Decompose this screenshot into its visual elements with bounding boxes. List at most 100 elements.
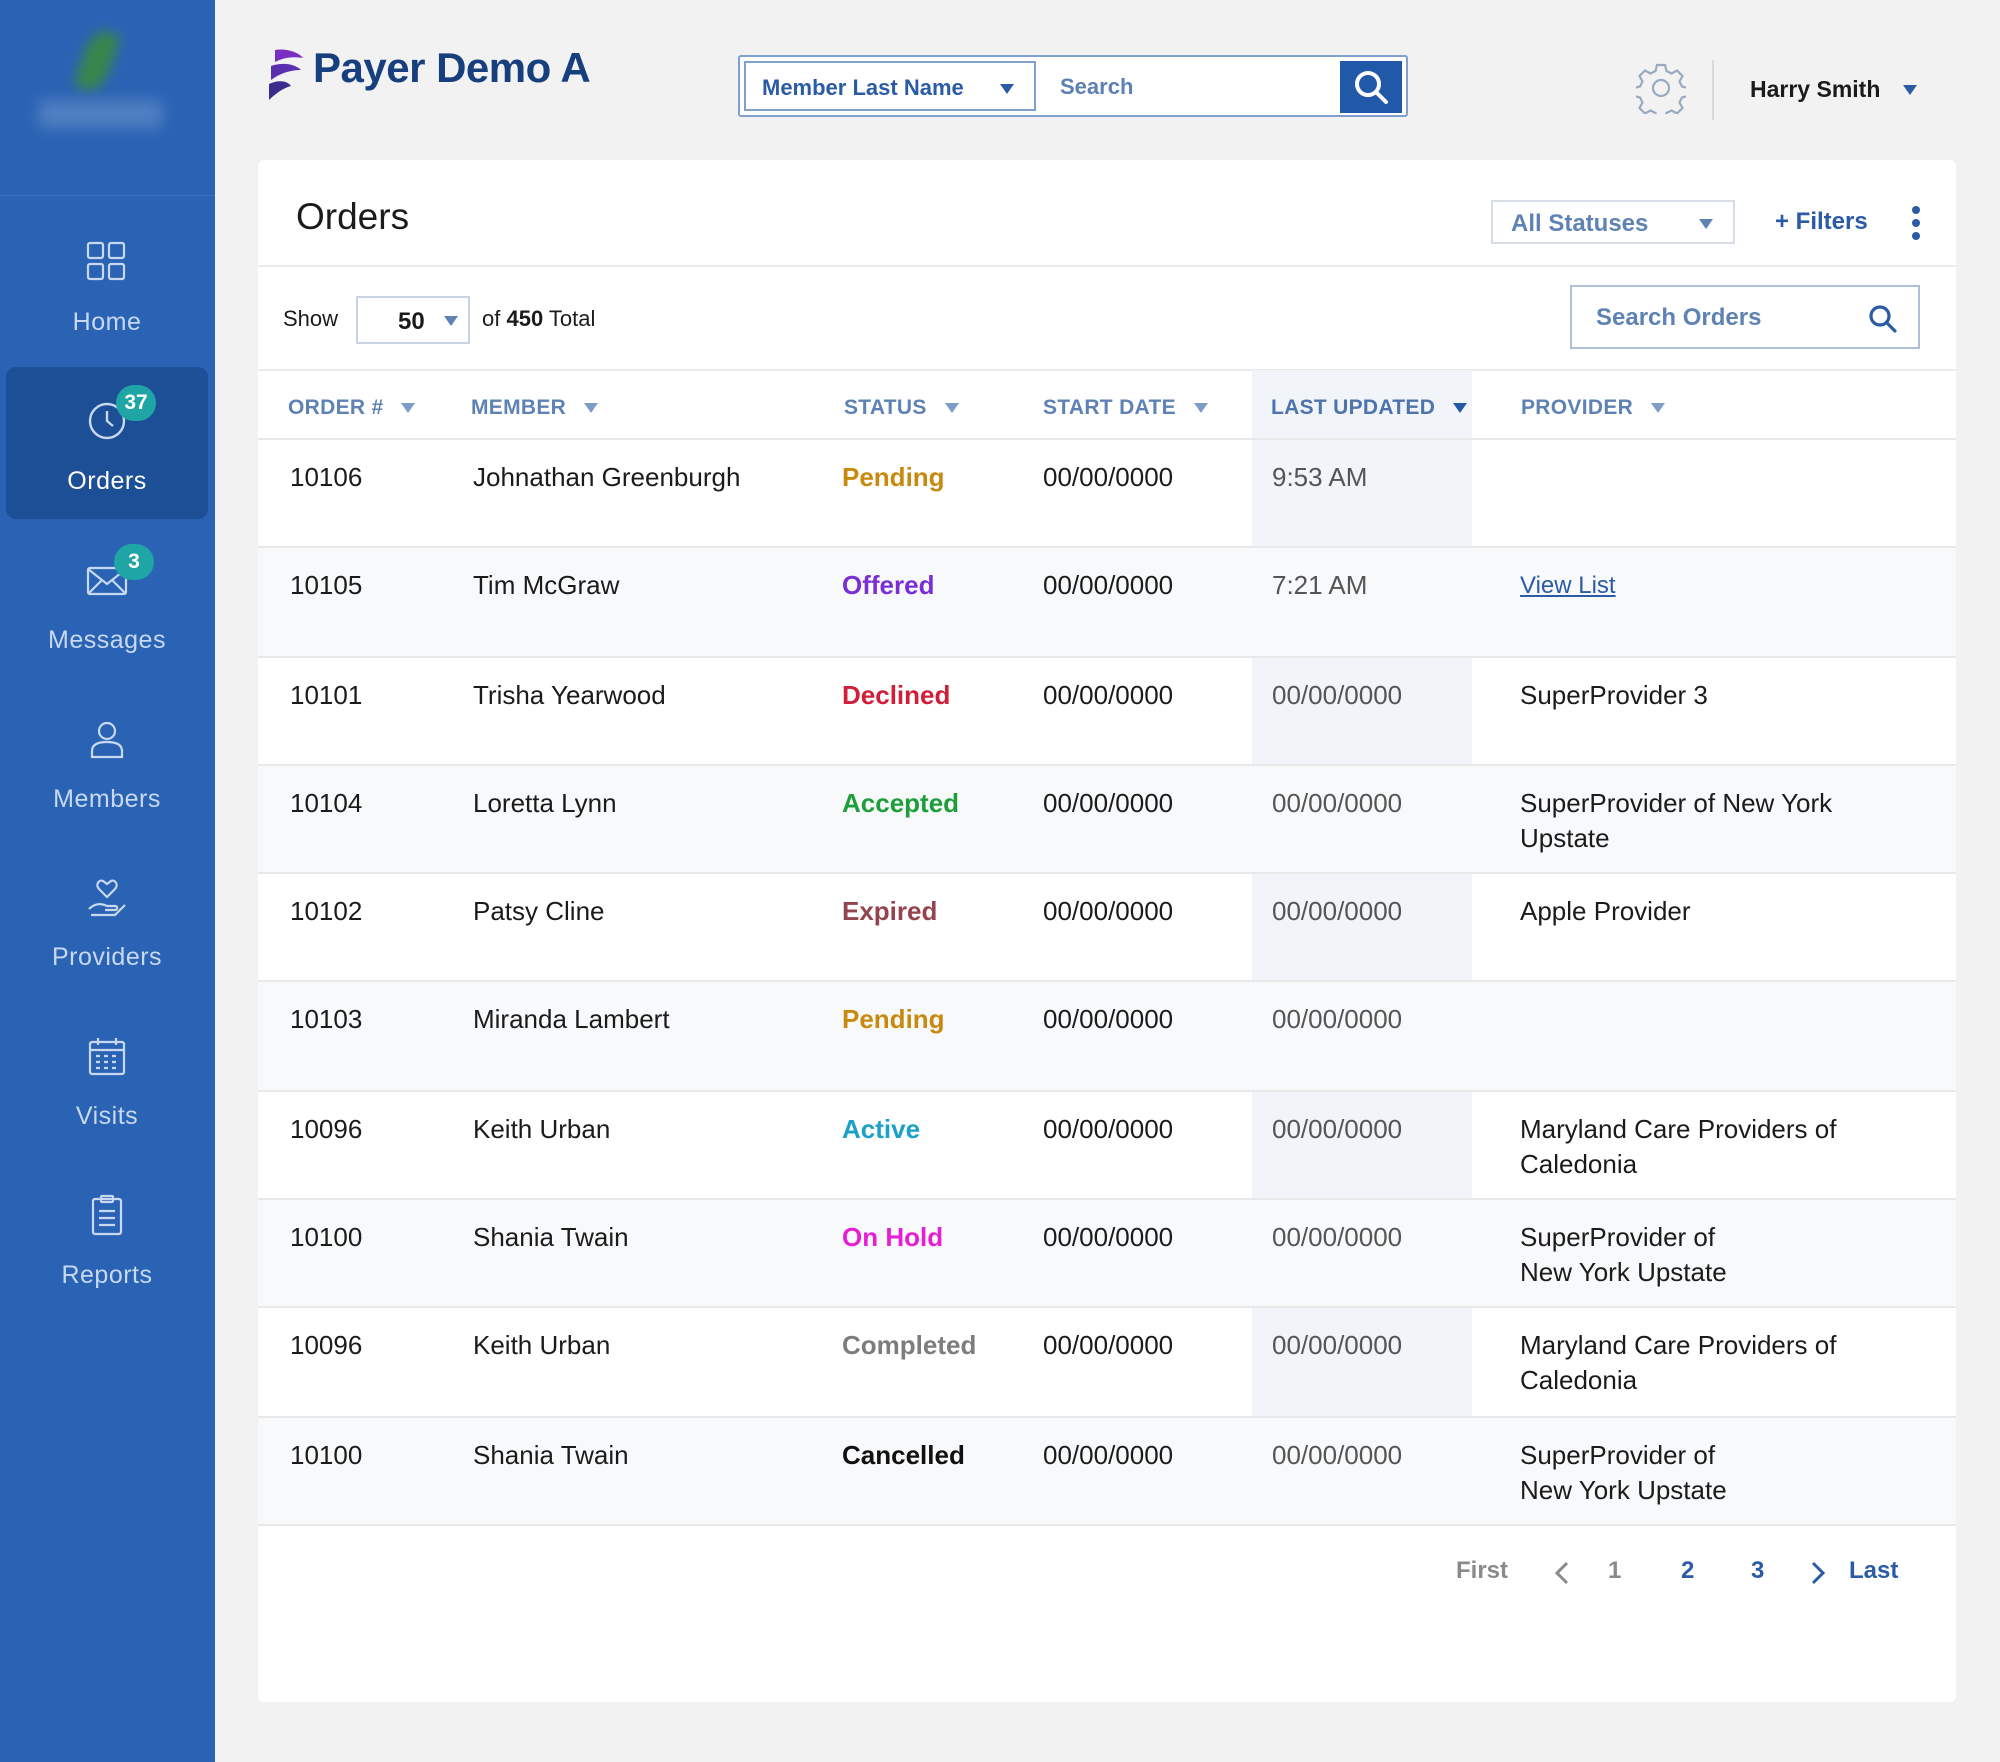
column-header-status[interactable]: STATUS bbox=[844, 396, 959, 420]
sidebar-item-messages[interactable]: 3 Messages bbox=[6, 526, 208, 678]
sort-caret-icon[interactable] bbox=[1651, 403, 1666, 414]
sort-caret-icon[interactable] bbox=[944, 403, 959, 414]
cell-member: Keith Urban bbox=[473, 1330, 611, 1360]
table-row[interactable]: 10100 Shania Twain Cancelled 00/00/0000 00/0… bbox=[258, 1418, 1956, 1526]
column-header-start-date[interactable]: START DATE bbox=[1043, 396, 1208, 420]
cell-last-updated: 00/00/0000 bbox=[1272, 788, 1403, 818]
sort-caret-icon[interactable] bbox=[584, 403, 599, 414]
table-row[interactable]: 10101 Trisha Yearwood Declined 00/00/0000 00… bbox=[258, 658, 1956, 766]
orders-search-input[interactable] bbox=[1572, 287, 1878, 349]
total-number: 450 bbox=[506, 306, 544, 331]
sidebar-item-reports[interactable]: Reports bbox=[6, 1161, 208, 1313]
column-header-provider[interactable]: PROVIDER bbox=[1521, 396, 1666, 420]
cell-start-date: 00/00/0000 bbox=[1043, 1440, 1174, 1470]
caret-down-icon bbox=[1000, 84, 1014, 94]
cell-provider: SuperProvider 3 bbox=[1520, 680, 1708, 710]
sort-caret-icon[interactable] bbox=[401, 403, 416, 414]
global-search-input[interactable] bbox=[1040, 61, 1392, 113]
search-field-label: Member Last Name bbox=[762, 75, 964, 100]
user-menu-caret-icon[interactable] bbox=[1903, 85, 1917, 95]
search-icon[interactable] bbox=[1868, 304, 1898, 334]
sort-caret-icon[interactable] bbox=[1193, 403, 1208, 414]
cell-order-number: 10104 bbox=[290, 788, 363, 818]
column-header-label: MEMBER bbox=[471, 396, 567, 419]
column-header-member[interactable]: MEMBER bbox=[471, 396, 599, 420]
cell-last-updated: 00/00/0000 bbox=[1272, 896, 1403, 926]
user-menu-name[interactable]: Harry Smith bbox=[1750, 76, 1881, 102]
cell-order-number: 10100 bbox=[290, 1222, 363, 1252]
cell-provider: SuperProvider of New York Upstate bbox=[1520, 788, 1833, 853]
cell-start-date: 00/00/0000 bbox=[1043, 1330, 1174, 1360]
sidebar-item-label: Messages bbox=[48, 626, 166, 654]
logo-leaf-icon bbox=[73, 26, 121, 96]
table-row[interactable]: 10102 Patsy Cline Expired 00/00/0000 00/00/0… bbox=[258, 874, 1956, 982]
clipboard-icon bbox=[91, 1194, 123, 1236]
gear-icon[interactable] bbox=[1636, 62, 1686, 114]
table-row[interactable]: 10096 Keith Urban Completed 00/00/0000 00/00… bbox=[258, 1308, 1956, 1418]
cell-member: Tim McGraw bbox=[473, 570, 620, 600]
cell-member: Loretta Lynn bbox=[473, 788, 617, 818]
cell-status: Offered bbox=[842, 570, 935, 600]
table-row[interactable]: 10106 Johnathan Greenburgh Pending 00/00/00… bbox=[258, 440, 1956, 548]
cell-last-updated: 9:53 AM bbox=[1272, 462, 1368, 492]
table-row[interactable]: 10105 Tim McGraw Offered 00/00/0000 7:21 AM V… bbox=[258, 548, 1956, 658]
cell-member: Patsy Cline bbox=[473, 896, 605, 926]
column-header-label: STATUS bbox=[844, 396, 927, 419]
header-divider bbox=[1712, 60, 1714, 120]
cell-start-date: 00/00/0000 bbox=[1043, 788, 1174, 818]
heart-hand-icon bbox=[88, 879, 126, 917]
cell-start-date: 00/00/0000 bbox=[1043, 1004, 1174, 1034]
sort-caret-icon[interactable] bbox=[1453, 403, 1468, 414]
cell-status: Completed bbox=[842, 1330, 977, 1360]
sidebar-item-providers[interactable]: Providers bbox=[6, 843, 208, 995]
sidebar-item-label: Members bbox=[53, 785, 161, 813]
sidebar-item-visits[interactable]: Visits bbox=[6, 1002, 208, 1154]
cell-provider: Maryland Care Providers of Caledonia bbox=[1520, 1330, 1837, 1395]
cell-order-number: 10096 bbox=[290, 1114, 363, 1144]
sidebar-item-orders[interactable]: 37 Orders bbox=[6, 367, 208, 519]
cell-member: Shania Twain bbox=[473, 1222, 629, 1252]
cell-provider: SuperProvider of New York Upstate bbox=[1520, 1440, 1727, 1505]
cell-last-updated: 00/00/0000 bbox=[1272, 1440, 1403, 1470]
pagination-first[interactable]: First bbox=[1456, 1557, 1509, 1584]
pagination-page-3[interactable]: 3 bbox=[1751, 1557, 1765, 1584]
sidebar-item-members[interactable]: Members bbox=[6, 685, 208, 837]
grid-icon bbox=[86, 241, 126, 281]
sidebar-item-label: Home bbox=[72, 308, 142, 336]
page-size-select[interactable]: 50 bbox=[356, 296, 470, 344]
pagination-page-2[interactable]: 2 bbox=[1681, 1557, 1695, 1584]
cell-status: On Hold bbox=[842, 1222, 944, 1252]
table-row[interactable]: 10103 Miranda Lambert Pending 00/00/0000 00/… bbox=[258, 982, 1956, 1092]
brand-mark-icon bbox=[269, 49, 303, 100]
table-row[interactable]: 10100 Shania Twain On Hold 00/00/0000 00/00/… bbox=[258, 1200, 1956, 1308]
provider-view-list-link[interactable]: View List bbox=[1520, 572, 1616, 599]
app-logo[interactable] bbox=[0, 0, 215, 196]
add-filters-button[interactable]: + Filters bbox=[1775, 208, 1868, 235]
pagination-last[interactable]: Last bbox=[1849, 1557, 1899, 1584]
cell-order-number: 10102 bbox=[290, 896, 363, 926]
divider bbox=[258, 265, 1956, 267]
global-search: Member Last Name bbox=[738, 55, 1408, 117]
chevron-right-icon[interactable] bbox=[1810, 1561, 1826, 1585]
cell-status: Declined bbox=[842, 680, 951, 710]
cell-status: Expired bbox=[842, 896, 938, 926]
cell-last-updated: 00/00/0000 bbox=[1272, 1330, 1403, 1360]
sidebar-item-home[interactable]: Home bbox=[6, 208, 208, 360]
column-header-label: ORDER # bbox=[288, 396, 384, 419]
brand-name: Payer Demo A bbox=[313, 44, 591, 91]
column-header-last-updated[interactable]: LAST UPDATED bbox=[1271, 396, 1468, 420]
table-row[interactable]: 10104 Loretta Lynn Accepted 00/00/0000 00/00… bbox=[258, 766, 1956, 874]
more-options-icon[interactable] bbox=[1911, 206, 1921, 246]
column-header-order-number[interactable]: ORDER # bbox=[288, 396, 416, 420]
search-field-select[interactable]: Member Last Name bbox=[744, 61, 1036, 111]
total-prefix: of bbox=[482, 306, 501, 331]
status-filter-select[interactable]: All Statuses bbox=[1491, 200, 1735, 244]
sidebar: Home 37 Orders 3 Messages Members Provid… bbox=[0, 0, 215, 1762]
cell-last-updated: 7:21 AM bbox=[1272, 570, 1368, 600]
status-filter-label: All Statuses bbox=[1511, 210, 1649, 237]
pagination-page-1[interactable]: 1 bbox=[1608, 1557, 1622, 1584]
table-row[interactable]: 10096 Keith Urban Active 00/00/0000 00/00/00… bbox=[258, 1092, 1956, 1200]
total-suffix: Total bbox=[548, 306, 596, 331]
global-search-button[interactable] bbox=[1340, 61, 1402, 113]
chevron-left-icon[interactable] bbox=[1554, 1561, 1570, 1585]
